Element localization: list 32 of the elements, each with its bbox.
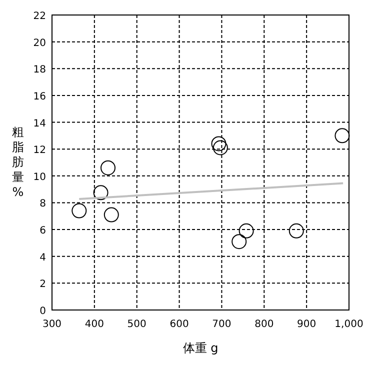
x-tick-label: 800: [254, 319, 274, 330]
y-tick-label: 8: [40, 198, 46, 210]
y-tick-label: 16: [33, 91, 46, 102]
point: [334, 128, 350, 144]
point: [211, 136, 226, 152]
x-tick-label: 400: [84, 319, 104, 330]
point: [104, 207, 119, 222]
y-tick-label: 20: [33, 38, 46, 49]
x-tick-label: 300: [42, 319, 62, 330]
y-tick-label: 2: [40, 279, 46, 290]
x-axis-title: 体重 g: [182, 341, 218, 355]
point: [100, 160, 116, 176]
y-axis-title: 粗脂肪量%: [12, 125, 24, 199]
point: [288, 223, 304, 238]
y-tick-label: 12: [33, 145, 46, 156]
point: [232, 234, 247, 250]
x-tick-label: 600: [170, 319, 189, 330]
y-tick-label: 4: [40, 252, 46, 264]
y-tick-label: 22: [33, 11, 46, 22]
y-tick-label: 14: [33, 118, 46, 130]
y-tick-label: 10: [33, 172, 46, 183]
y-tick-label: 6: [40, 226, 46, 237]
point: [238, 223, 254, 238]
point: [212, 140, 228, 156]
y-tick-label: 18: [33, 64, 46, 76]
x-tick-label: 900: [297, 319, 316, 330]
x-tick-label: 700: [212, 319, 232, 330]
x-tick-label: 500: [127, 319, 146, 330]
y-tick-label: 0: [40, 306, 46, 317]
point: [72, 203, 87, 218]
point: [93, 185, 108, 200]
x-tick-label: 1,000: [334, 319, 364, 330]
